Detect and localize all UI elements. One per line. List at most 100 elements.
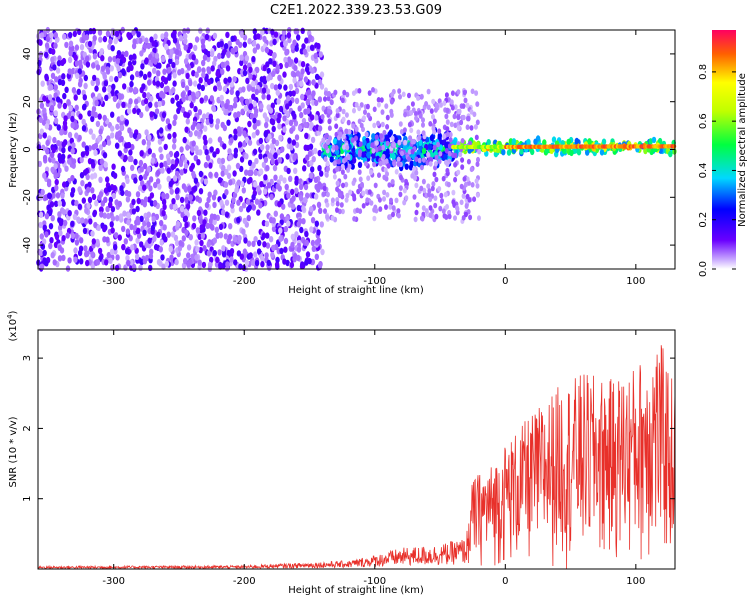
spectrogram-cell (415, 202, 420, 208)
snr-y-label: SNR (10 * v/v) (8, 416, 19, 487)
spectrogram-cell (160, 33, 165, 40)
spectrogram-cell (292, 71, 297, 79)
spectrogram-cell (78, 113, 83, 120)
spectrogram-cell (147, 71, 152, 78)
spectrogram-cell (136, 197, 141, 205)
spectrogram-cell (200, 232, 206, 240)
spectrogram-cell (94, 85, 99, 92)
spectrogram-cell (314, 114, 319, 121)
spectrogram-cell (382, 189, 387, 196)
spectrogram-cell (252, 28, 257, 35)
spectrogram-cell (297, 218, 303, 225)
spectrogram-cell (256, 248, 262, 255)
spectrogram-cell (54, 184, 59, 192)
spectrogram-cell (58, 219, 64, 227)
spectrogram-cell (206, 66, 211, 73)
spectrogram-cell (369, 169, 374, 175)
spectrogram-cell (519, 148, 524, 155)
spectrogram-cell (219, 94, 224, 102)
spectrogram-cell (148, 185, 153, 192)
spectrogram-cell (275, 263, 280, 270)
spectrogram-cell (142, 229, 147, 236)
spectrogram-cell (420, 216, 425, 222)
spectrogram-cell (293, 167, 298, 174)
spectrogram-cell (239, 59, 244, 67)
spectrogram-cell (251, 74, 257, 81)
spectrogram-cell (300, 93, 305, 101)
spectrogram-cell (131, 198, 136, 206)
spectrogram-cell (341, 182, 345, 189)
spectrogram-cell (459, 199, 464, 206)
spectrogram-cell (442, 133, 447, 140)
spectrogram-cell (268, 58, 273, 65)
spectrogram-cell (339, 202, 344, 208)
spectrogram-cell (183, 37, 188, 45)
spectrogram-cell (57, 255, 63, 262)
spectrogram-cell (97, 29, 103, 36)
spectrogram-cell (138, 70, 144, 77)
spectrogram-cell (44, 213, 50, 220)
spectrogram-cell (164, 31, 169, 38)
spectrogram-cell (271, 137, 276, 145)
spectrogram-cell (271, 52, 277, 59)
spectrogram-cell (244, 153, 249, 160)
spectrogram-cell (190, 146, 195, 153)
spectrogram-x-tick-label: -300 (102, 276, 125, 287)
spectrogram-cell (277, 123, 282, 130)
spectrogram-cell (233, 45, 239, 53)
spectrogram-cell (372, 106, 377, 113)
spectrogram-cell (221, 245, 226, 252)
spectrogram-cell (102, 114, 107, 122)
spectrogram-cell (183, 44, 188, 51)
spectrogram-cell (80, 151, 86, 158)
spectrogram-cell (95, 120, 101, 128)
spectrogram-cell (204, 33, 210, 41)
spectrogram-cell (389, 197, 393, 204)
spectrogram-cell (286, 95, 291, 102)
spectrogram-cell (385, 140, 390, 147)
spectrogram-cell (262, 35, 267, 43)
spectrogram-cell (139, 215, 144, 222)
spectrogram-cell (407, 121, 412, 128)
spectrogram-cell (267, 133, 272, 140)
spectrogram-cell (103, 196, 108, 203)
spectrogram-cell (265, 164, 270, 172)
spectrogram-cell (44, 123, 50, 130)
spectrogram-cell (391, 211, 395, 218)
spectrogram-cell (143, 173, 148, 181)
spectrogram-cell (334, 145, 339, 151)
spectrogram-cell (155, 80, 161, 87)
spectrogram-cell (214, 171, 219, 179)
spectrogram-cell (164, 260, 170, 268)
spectrogram-cell (99, 48, 105, 55)
spectrogram-cell (310, 136, 316, 144)
spectrogram-cell (295, 70, 301, 77)
spectrogram-cell (151, 40, 156, 47)
spectrogram-cell (136, 31, 141, 38)
spectrogram-cell (207, 191, 212, 198)
spectrogram-cell (365, 103, 370, 110)
spectrogram-cell (54, 76, 59, 83)
spectrogram-cell (236, 199, 241, 206)
spectrogram-cell (131, 29, 136, 36)
spectrogram-cell (473, 124, 478, 130)
spectrogram-cell (369, 200, 374, 206)
spectrogram-cell (317, 262, 323, 269)
snr-x-ticks: -300 -200 -100 0 100 (102, 330, 645, 587)
spectrogram-cell (214, 261, 220, 268)
spectrogram-cell (142, 258, 148, 265)
spectrogram-cell (351, 180, 356, 186)
spectrogram-cell (218, 261, 223, 269)
spectrogram-cell (52, 64, 57, 71)
spectrogram-cell (189, 102, 194, 109)
spectrogram-cell (318, 207, 323, 214)
spectrogram-ridge-cell (672, 144, 677, 149)
spectrogram-cell (201, 261, 207, 269)
spectrogram-cell (298, 183, 304, 191)
spectrogram-cell (307, 150, 313, 157)
spectrogram-cell (232, 76, 237, 83)
spectrogram-cell (185, 72, 190, 80)
spectrogram-cell (242, 141, 247, 148)
spectrogram-cell (169, 188, 174, 195)
spectrogram-cell (53, 92, 58, 99)
